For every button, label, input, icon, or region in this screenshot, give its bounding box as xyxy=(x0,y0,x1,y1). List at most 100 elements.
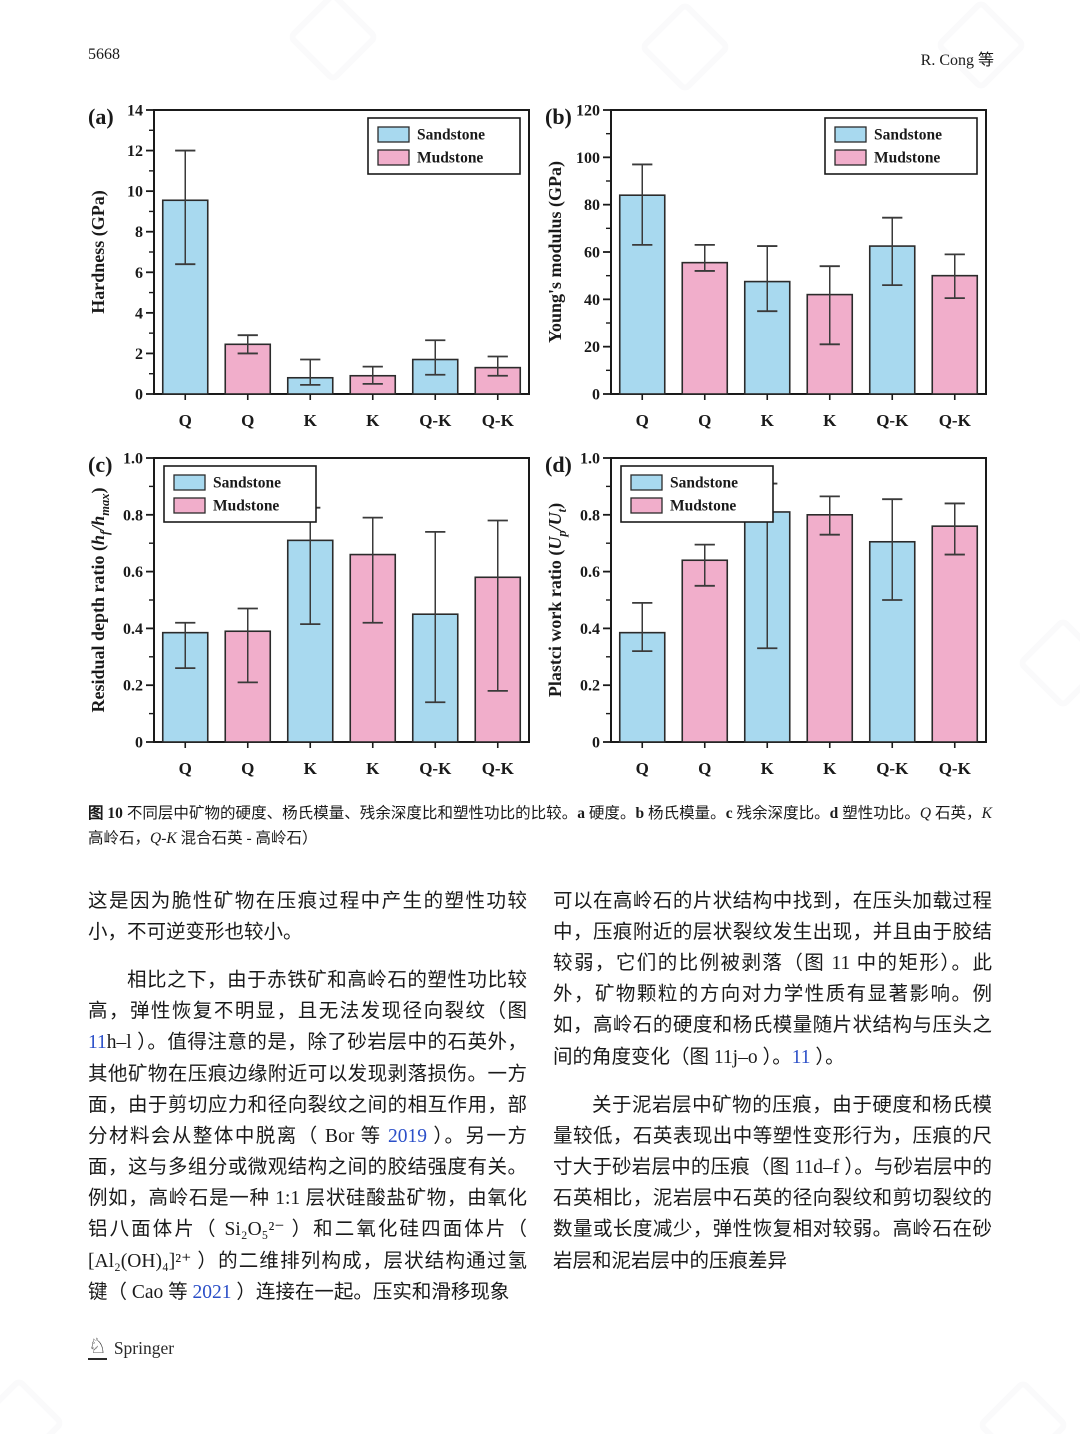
svg-text:Sandstone: Sandstone xyxy=(417,127,485,144)
svg-text:Q-K: Q-K xyxy=(876,759,909,778)
svg-text:K: K xyxy=(823,759,837,778)
svg-text:1.0: 1.0 xyxy=(123,451,143,468)
svg-text:0.2: 0.2 xyxy=(123,678,143,695)
svg-text:Q-K: Q-K xyxy=(939,759,972,778)
svg-text:K: K xyxy=(366,759,380,778)
text-segment: 可以在高岭石的片状结构中找到，在压头加载过程中，压痕附近的层状裂纹发生出现，并且… xyxy=(553,890,992,1068)
svg-text:(b): (b) xyxy=(545,104,572,129)
text-segment: 这是因为脆性矿物在压痕过程中产生的塑性功较小，不可逆变形也较小。 xyxy=(88,890,527,943)
paragraph: 相比之下，由于赤铁矿和高岭石的塑性功比较高，弹性恢复不明显，且无法发现径向裂纹（… xyxy=(88,965,527,1308)
svg-text:(a): (a) xyxy=(88,104,114,129)
svg-text:Sandstone: Sandstone xyxy=(213,475,281,492)
svg-text:100: 100 xyxy=(576,150,600,167)
text-segment: 相比之下，由于赤铁矿和高岭石的塑性功比较高，弹性恢复不明显，且无法发现径向裂纹（… xyxy=(88,969,527,1023)
svg-text:Mudstone: Mudstone xyxy=(874,150,940,167)
left-column: 这是因为脆性矿物在压痕过程中产生的塑性功较小，不可逆变形也较小。 相比之下，由于… xyxy=(88,886,527,1308)
reference-link[interactable]: 2021 xyxy=(192,1281,232,1303)
text-segment: 残余深度比。 xyxy=(732,805,830,822)
text-segment: 高岭石， xyxy=(88,829,151,847)
svg-text:Mudstone: Mudstone xyxy=(213,498,279,515)
figure-10-charts: 0 2 4 6 8 10 12 14 Q Q K K Q-K Q-K Sandstone Mudstone (a… xyxy=(86,96,1000,784)
text-segment: 塑性功比。 xyxy=(838,805,920,822)
svg-text:0: 0 xyxy=(592,387,600,404)
running-head: R. Cong 等 xyxy=(920,52,994,69)
text-segment: 硬度。 xyxy=(585,805,636,822)
figure-caption: 图 10 不同层中矿物的硬度、杨氏模量、残余深度比和塑性功比的比较。a 硬度。b… xyxy=(88,802,992,852)
svg-text:Plastci work ratio (Up/Ut): Plastci work ratio (Up/Ut) xyxy=(545,503,569,697)
reference-link[interactable]: 11 xyxy=(88,1032,107,1054)
publisher-label: Springer xyxy=(113,1337,175,1358)
svg-text:1.0: 1.0 xyxy=(580,451,600,468)
right-column: 可以在高岭石的片状结构中找到，在压头加载过程中，压痕附近的层状裂纹发生出现，并且… xyxy=(553,886,992,1308)
text-segment: ）。另一方面，这与多组分或微观结构之间的胶结强度有关。例如，高岭石是一种 1:1… xyxy=(88,1125,527,1303)
svg-text:Mudstone: Mudstone xyxy=(417,150,483,167)
svg-text:K: K xyxy=(761,411,775,430)
text-segment: d xyxy=(829,805,839,822)
chart-panel-b-youngs-modulus: 0 20 40 60 80 100 120 Q Q K K Q-K Q-K Sandstone Mudsto… xyxy=(545,103,987,430)
svg-text:Mudstone: Mudstone xyxy=(670,498,736,515)
reference-link[interactable]: 11 xyxy=(791,1046,811,1068)
text-segment: a xyxy=(577,805,585,822)
chart-panel-a-hardness: 0 2 4 6 8 10 12 14 Q Q K K Q-K Q-K Sandstone Mudstone (a… xyxy=(88,103,530,430)
svg-text:0.8: 0.8 xyxy=(123,507,143,524)
svg-text:40: 40 xyxy=(584,292,600,309)
svg-text:Q: Q xyxy=(698,411,711,430)
svg-text:Q-K: Q-K xyxy=(482,411,515,430)
svg-text:8: 8 xyxy=(135,224,143,241)
svg-text:14: 14 xyxy=(127,103,143,120)
svg-text:80: 80 xyxy=(584,197,600,214)
svg-text:Q: Q xyxy=(698,759,711,778)
text-segment: K xyxy=(981,805,992,822)
text-segment: Q xyxy=(919,805,932,822)
text-segment: 混合石英 - 高岭石） xyxy=(176,829,318,847)
svg-text:4: 4 xyxy=(135,305,143,322)
svg-text:0: 0 xyxy=(135,387,143,404)
chart-panel-d-plastic-work-ratio: 0 0.2 0.4 0.6 0.8 1.0 Q Q K K Q-K Q-K Sandstone Mudst… xyxy=(545,451,987,778)
chart-panel-c-residual-depth-ratio: 0 0.2 0.4 0.6 0.8 1.0 Q Q K K Q-K Q-K Sandstone Mudst… xyxy=(88,451,530,778)
svg-text:0.8: 0.8 xyxy=(580,507,600,524)
svg-text:0.2: 0.2 xyxy=(580,678,600,695)
page-header: 5668 R. Cong 等 xyxy=(0,0,1080,70)
svg-text:(c): (c) xyxy=(88,452,112,477)
text-segment: 不同层中矿物的硬度、杨氏模量、残余深度比和塑性功比的比较。 xyxy=(122,805,578,822)
svg-text:0.6: 0.6 xyxy=(580,564,600,581)
svg-text:Sandstone: Sandstone xyxy=(670,475,738,492)
svg-text:6: 6 xyxy=(135,265,143,282)
text-segment: h–l ）。值得注意的是，除了砂岩层中的石英外，其他矿物在压痕边缘附近可以发现剥… xyxy=(88,1032,527,1147)
page-number: 5668 xyxy=(88,46,120,63)
svg-text:(d): (d) xyxy=(545,452,572,477)
svg-text:Q: Q xyxy=(241,411,254,430)
svg-text:0.4: 0.4 xyxy=(123,621,143,638)
reference-link[interactable]: 2019 xyxy=(387,1125,427,1147)
translator-watermark-icon xyxy=(1016,616,1080,710)
svg-text:Residual depth ratio (hf/hmax): Residual depth ratio (hf/hmax) xyxy=(88,488,112,713)
svg-text:K: K xyxy=(823,411,837,430)
svg-text:Hardness (GPa): Hardness (GPa) xyxy=(88,190,109,314)
svg-text:K: K xyxy=(366,411,380,430)
svg-text:2: 2 xyxy=(135,346,143,363)
svg-text:120: 120 xyxy=(576,103,600,120)
paragraph: 关于泥岩层中矿物的压痕，由于硬度和杨氏模量较低，石英表现出中等塑性变形行为，压痕… xyxy=(553,1090,992,1277)
svg-text:20: 20 xyxy=(584,339,600,356)
svg-text:K: K xyxy=(304,759,318,778)
text-segment: c xyxy=(725,805,733,822)
svg-text:K: K xyxy=(304,411,318,430)
text-segment: 图 10 xyxy=(88,805,123,822)
svg-text:0: 0 xyxy=(592,735,600,752)
text-segment: Q-K xyxy=(150,829,177,847)
translator-watermark-icon xyxy=(0,1376,66,1434)
publisher-footer: ♘ Springer xyxy=(88,1336,174,1360)
text-segment: ）连接在一起。压实和滑移现象 xyxy=(231,1281,510,1303)
svg-text:0.6: 0.6 xyxy=(123,564,143,581)
svg-text:Q: Q xyxy=(179,411,192,430)
text-segment: 杨氏模量。 xyxy=(644,805,726,822)
translator-watermark-icon xyxy=(976,1378,1070,1434)
text-segment: ）。 xyxy=(810,1046,845,1068)
paragraph: 这是因为脆性矿物在压痕过程中产生的塑性功较小，不可逆变形也较小。 xyxy=(88,886,527,948)
text-segment: b xyxy=(635,805,645,822)
paragraph: 可以在高岭石的片状结构中找到，在压头加载过程中，压痕附近的层状裂纹发生出现，并且… xyxy=(553,886,992,1073)
svg-text:Young's modulus (GPa): Young's modulus (GPa) xyxy=(545,161,566,343)
text-segment: 石英， xyxy=(931,805,982,822)
svg-text:Q-K: Q-K xyxy=(419,411,452,430)
body-text: 这是因为脆性矿物在压痕过程中产生的塑性功较小，不可逆变形也较小。 相比之下，由于… xyxy=(88,886,992,1308)
